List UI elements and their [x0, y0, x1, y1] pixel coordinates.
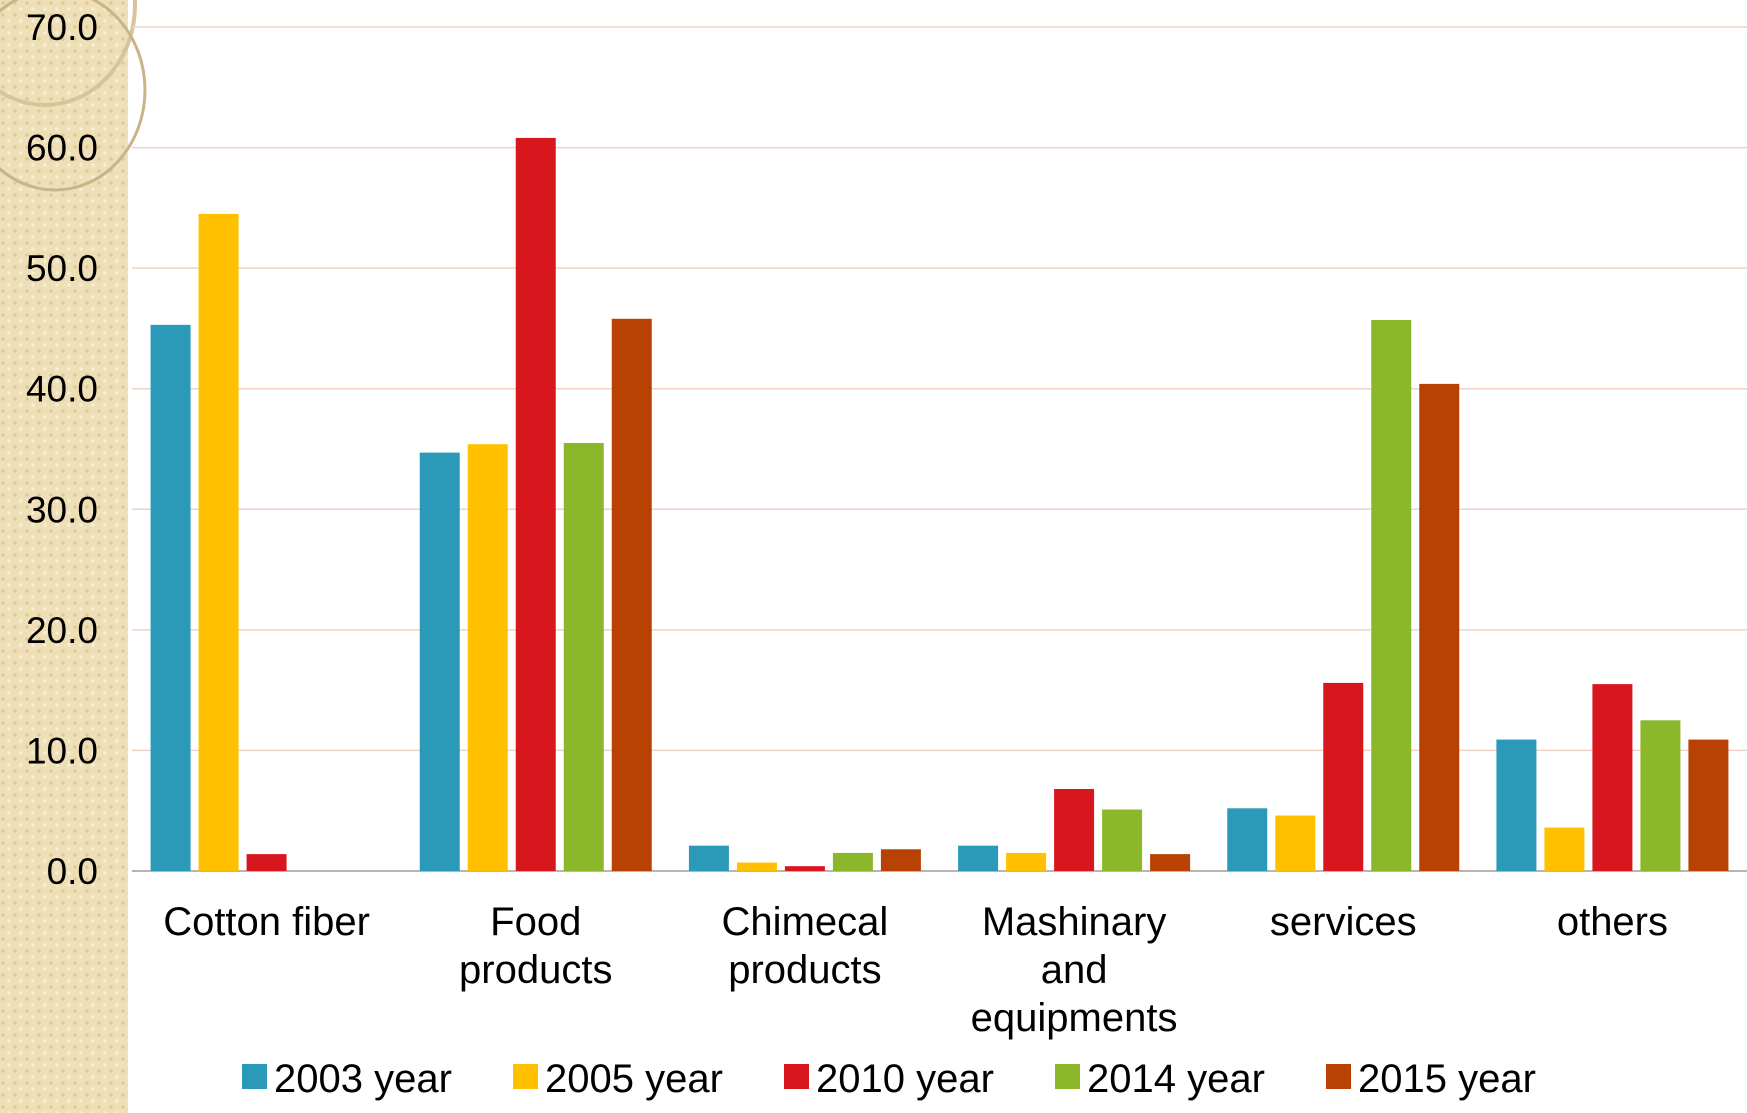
- bar: [246, 854, 287, 871]
- bar: [688, 845, 729, 871]
- bar: [1102, 809, 1143, 871]
- x-category-label: products: [728, 948, 881, 992]
- legend-label: 2015 year: [1358, 1057, 1536, 1101]
- bar: [1640, 720, 1681, 871]
- gridlines: [132, 26, 1747, 872]
- bar: [1006, 852, 1047, 871]
- x-category-label: equipments: [971, 996, 1178, 1040]
- bar: [467, 444, 508, 871]
- x-category-label: Food: [490, 900, 581, 944]
- bar: [880, 849, 921, 871]
- legend-swatch: [1055, 1064, 1080, 1089]
- x-category-label: products: [459, 948, 612, 992]
- bar: [198, 213, 239, 871]
- bar: [1227, 808, 1268, 871]
- decorative-texture-strip: [0, 0, 128, 1113]
- y-tick-label: 60.0: [26, 128, 98, 169]
- x-category-label: and: [1041, 948, 1108, 992]
- x-category-label: others: [1557, 900, 1668, 944]
- bar: [784, 866, 825, 871]
- y-tick-label: 50.0: [26, 248, 98, 289]
- legend-label: 2010 year: [816, 1057, 994, 1101]
- bar: [1323, 682, 1364, 871]
- legend-swatch: [784, 1064, 809, 1089]
- bar: [832, 852, 873, 871]
- bar: [1592, 684, 1633, 871]
- bar: [1544, 827, 1585, 871]
- bar: [150, 324, 191, 872]
- decorative-ring-inner: [0, 0, 147, 192]
- bar: [515, 137, 556, 871]
- bar: [1054, 789, 1095, 871]
- x-category-label: services: [1270, 900, 1417, 944]
- x-category-label: Chimecal: [722, 900, 889, 944]
- bar: [419, 452, 460, 871]
- y-tick-label: 30.0: [26, 489, 98, 530]
- x-category-label: Cotton fiber: [163, 900, 370, 944]
- bar: [563, 442, 604, 871]
- legend-swatch: [1326, 1064, 1351, 1089]
- y-tick-label: 10.0: [26, 730, 98, 771]
- decorative-ring-outer: [0, 0, 137, 107]
- decorative-rings: [0, 0, 147, 192]
- legend-label: 2005 year: [545, 1057, 723, 1101]
- bar: [1496, 739, 1537, 871]
- legend-label: 2003 year: [274, 1057, 452, 1101]
- legend-label: 2014 year: [1087, 1057, 1265, 1101]
- y-tick-label: 0.0: [47, 851, 98, 892]
- x-axis-labels: Cotton fiber FoodproductsChimecalproducts…: [163, 900, 1668, 1040]
- bar: [736, 862, 777, 871]
- bar: [1419, 383, 1460, 871]
- y-axis-ticks: 0.0 10.0 20.0 30.0 40.0 50.0 60.0 70.0: [26, 7, 98, 892]
- bar: [958, 845, 999, 871]
- y-tick-label: 70.0: [26, 7, 98, 48]
- bar: [1150, 854, 1191, 871]
- legend: 2003 year 2005 year 2010 year 2014 year 2015…: [242, 1057, 1536, 1101]
- bar: [1371, 319, 1412, 871]
- bar: [611, 318, 652, 872]
- y-tick-label: 40.0: [26, 369, 98, 410]
- bars: [150, 137, 1729, 872]
- bar: [1275, 815, 1316, 871]
- bar: [1688, 739, 1729, 871]
- x-category-label: Mashinary: [982, 900, 1167, 944]
- legend-swatch: [242, 1064, 267, 1089]
- y-tick-label: 20.0: [26, 610, 98, 651]
- legend-swatch: [513, 1064, 538, 1089]
